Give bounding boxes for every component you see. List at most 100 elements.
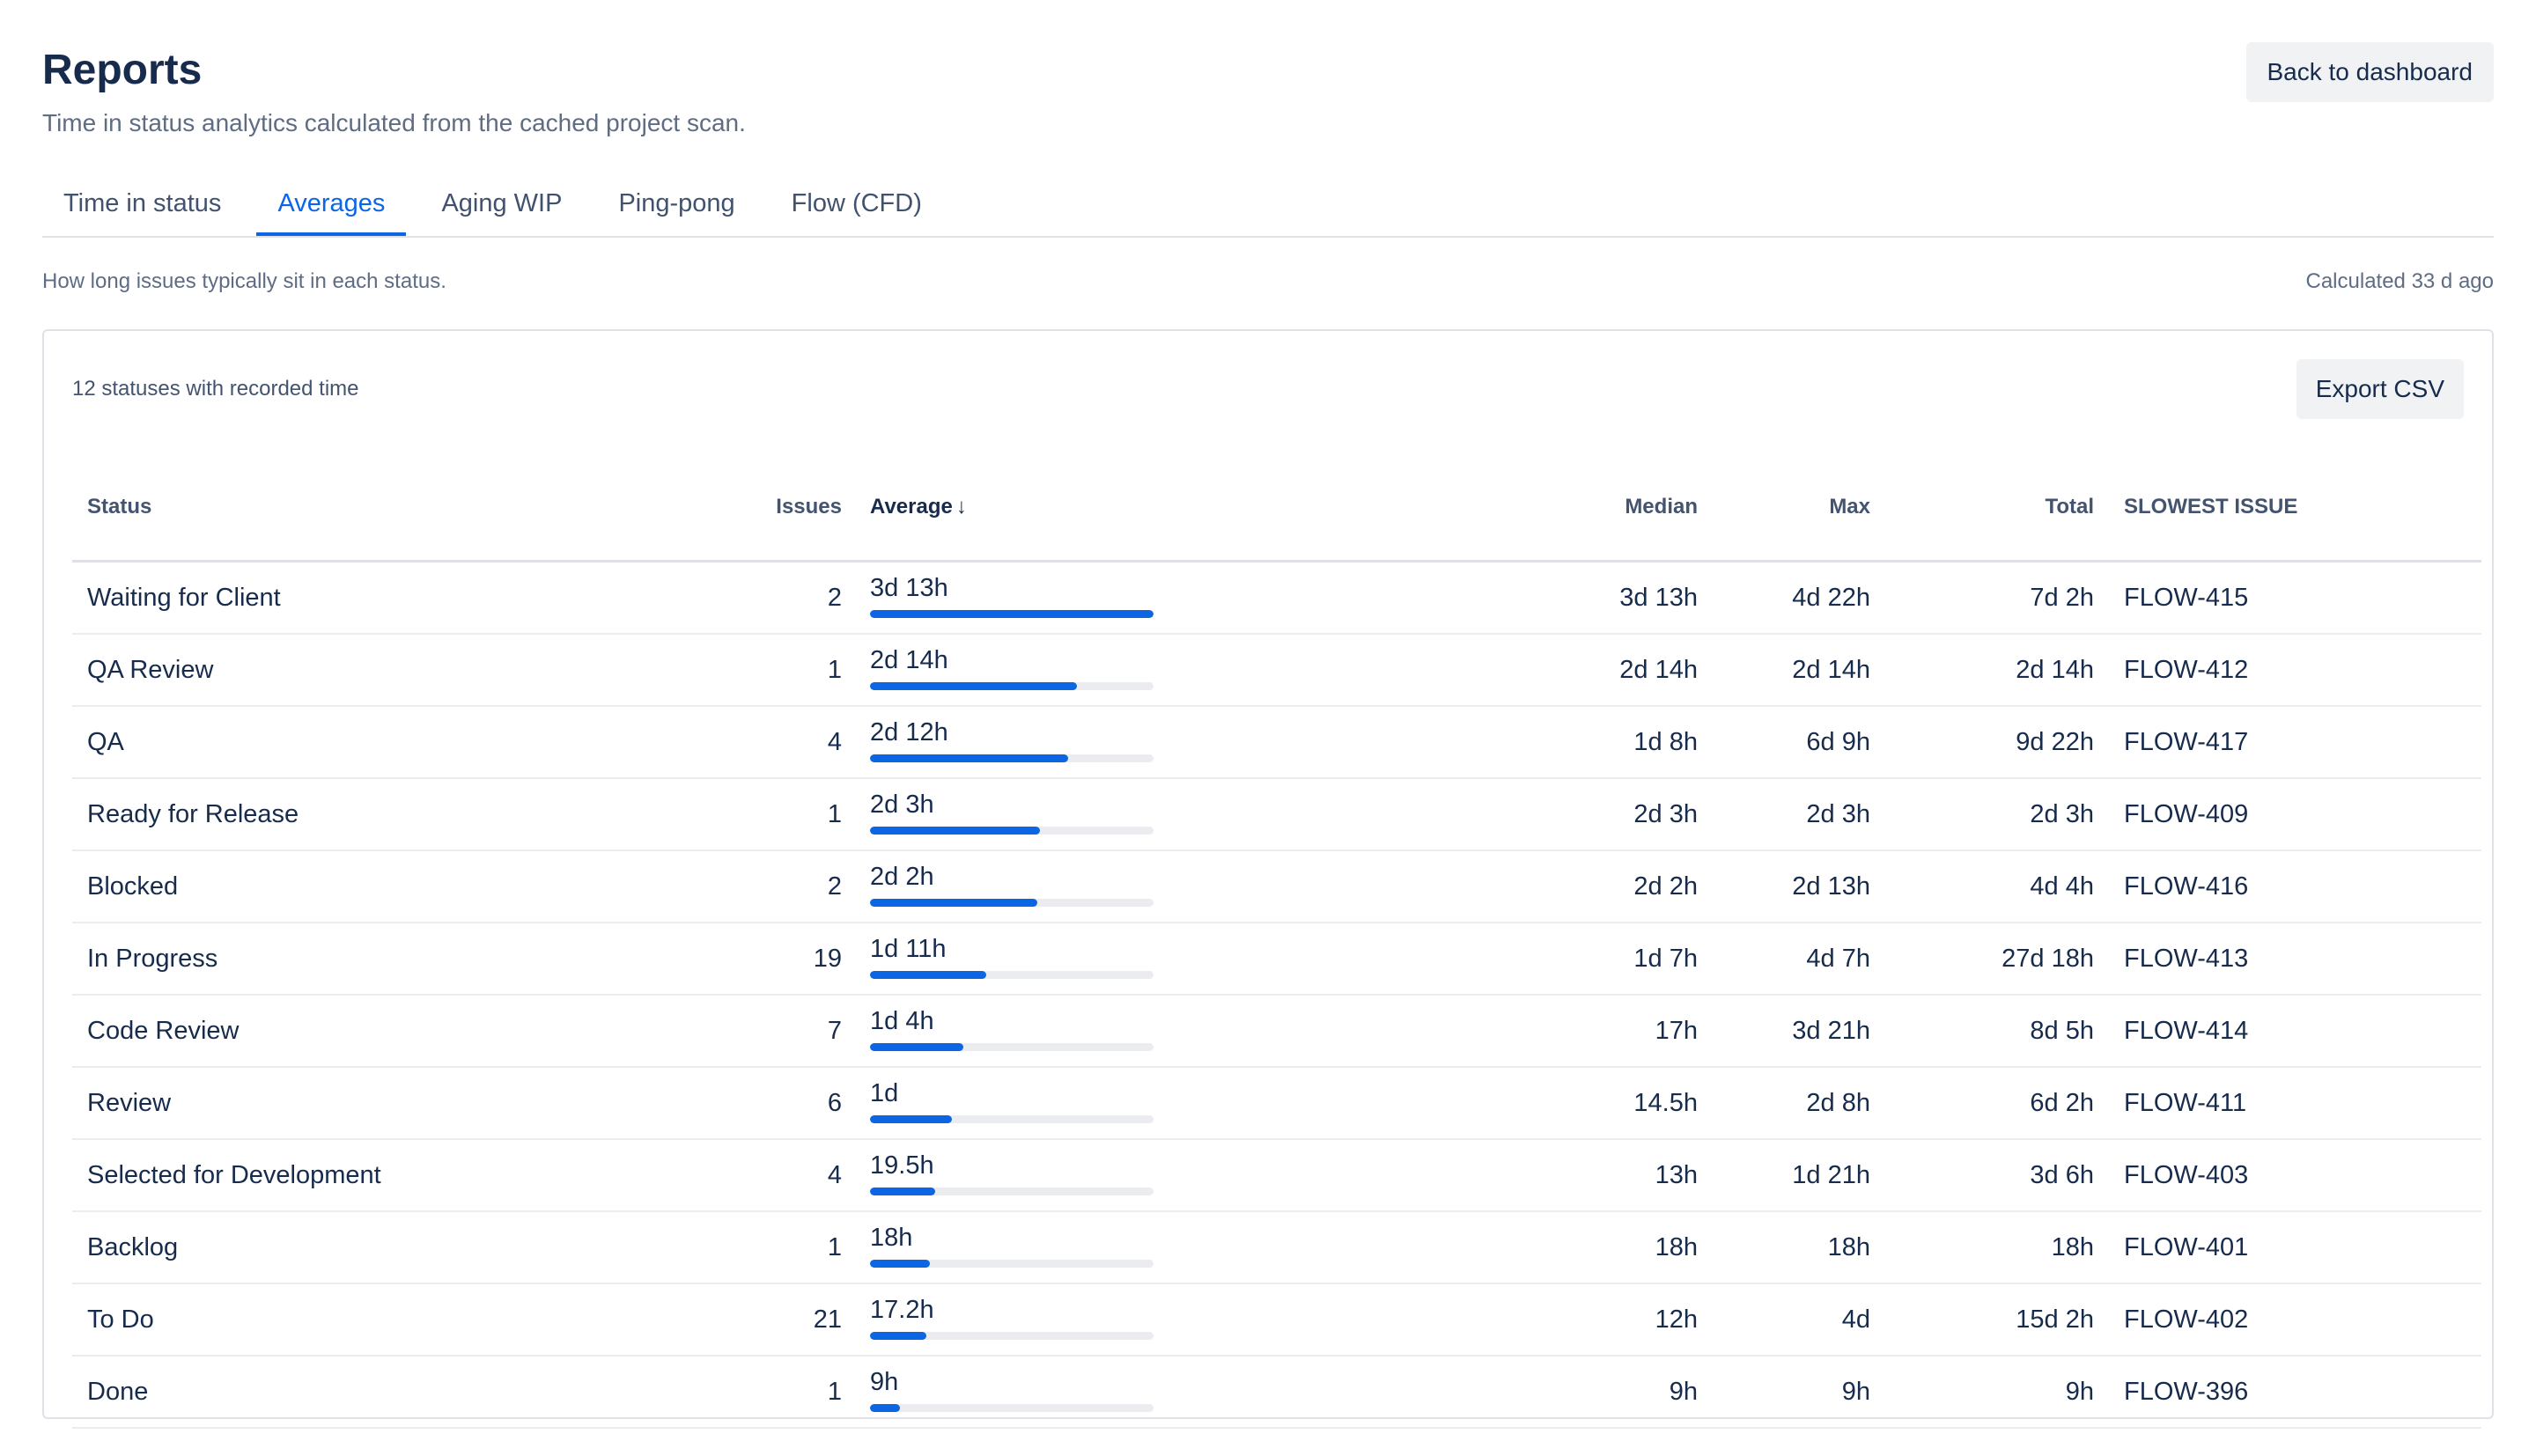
status-cell: Waiting for Client xyxy=(72,561,741,635)
table-row[interactable]: Backlog 1 18h 18h 18h 18h FLOW-401 xyxy=(72,1211,2481,1284)
average-bar-fill xyxy=(870,1187,936,1195)
status-cell: In Progress xyxy=(72,923,741,996)
max-cell: 4d 7h xyxy=(1698,923,1891,996)
slowest-issue-cell[interactable]: FLOW-417 xyxy=(2112,706,2481,779)
column-header-slowest-issue-label: SLOWEST ISSUE xyxy=(2124,495,2298,518)
table-row[interactable]: Selected for Development 4 19.5h 13h 1d 21h 3… xyxy=(72,1139,2481,1212)
tab-averages[interactable]: Averages xyxy=(256,173,407,236)
average-bar-fill xyxy=(870,1403,900,1412)
average-cell: 2d 14h xyxy=(842,634,1455,707)
median-cell: 2d 14h xyxy=(1455,634,1698,707)
column-header-status-label: Status xyxy=(87,495,152,518)
average-bar-track xyxy=(870,1331,1154,1340)
tab-time-in-status[interactable]: Time in status xyxy=(63,189,222,217)
slowest-issue-cell[interactable]: FLOW-402 xyxy=(2112,1283,2481,1357)
average-value: 1d 4h xyxy=(870,1006,934,1035)
table-row[interactable]: Blocked 2 2d 2h 2d 2h 2d 13h 4d 4h FLOW-416 xyxy=(72,850,2481,923)
average-cell: 1d 4h xyxy=(842,995,1455,1068)
column-header-status[interactable]: Status xyxy=(72,454,741,563)
average-value: 17.2h xyxy=(870,1295,934,1324)
status-count-caption: 12 statuses with recorded time xyxy=(72,377,359,401)
issues-cell: 2 xyxy=(741,850,842,923)
slowest-issue-cell[interactable]: FLOW-413 xyxy=(2112,923,2481,996)
average-bar-track xyxy=(870,1187,1154,1195)
column-header-issues[interactable]: Issues xyxy=(741,454,842,563)
column-header-max-label: Max xyxy=(1829,495,1870,518)
average-cell: 1d 11h xyxy=(842,923,1455,996)
max-cell: 1d 21h xyxy=(1698,1139,1891,1212)
average-bar-fill xyxy=(870,754,1069,762)
issues-cell: 7 xyxy=(741,995,842,1068)
table-row[interactable]: Review 6 1d 14.5h 2d 8h 6d 2h FLOW-411 xyxy=(72,1067,2481,1140)
median-cell: 18h xyxy=(1455,1211,1698,1284)
column-header-total[interactable]: Total xyxy=(1891,454,2112,563)
table-row[interactable]: Ready for Release 1 2d 3h 2d 3h 2d 3h 2d 3h FL… xyxy=(72,778,2481,851)
column-header-average[interactable]: Average ↓ xyxy=(842,454,1455,563)
page-title: Reports xyxy=(42,47,203,93)
status-cell: Selected for Development xyxy=(72,1139,741,1212)
page-header: Reports Time in status analytics calcula… xyxy=(42,42,2494,139)
total-cell: 7d 2h xyxy=(1891,561,2112,635)
average-bar-fill xyxy=(870,826,1041,835)
issues-cell: 6 xyxy=(741,1067,842,1140)
column-header-issues-label: Issues xyxy=(776,495,842,518)
status-cell: Backlog xyxy=(72,1211,741,1284)
average-value: 1d xyxy=(870,1078,899,1107)
average-cell: 18h xyxy=(842,1211,1455,1284)
slowest-issue-cell[interactable]: FLOW-396 xyxy=(2112,1356,2481,1429)
slowest-issue-cell[interactable]: FLOW-409 xyxy=(2112,778,2481,851)
max-cell: 2d 14h xyxy=(1698,634,1891,707)
slowest-issue-cell[interactable]: FLOW-415 xyxy=(2112,561,2481,635)
column-header-median[interactable]: Median xyxy=(1455,454,1698,563)
report-description: How long issues typically sit in each st… xyxy=(42,269,446,293)
average-bar-track xyxy=(870,1403,1154,1412)
slowest-issue-cell[interactable]: FLOW-412 xyxy=(2112,634,2481,707)
total-cell: 9h xyxy=(1891,1356,2112,1429)
column-header-slowest-issue[interactable]: SLOWEST ISSUE xyxy=(2112,454,2481,563)
export-csv-button[interactable]: Export CSV xyxy=(2296,359,2464,419)
back-to-dashboard-button[interactable]: Back to dashboard xyxy=(2245,42,2494,102)
slowest-issue-cell[interactable]: FLOW-403 xyxy=(2112,1139,2481,1212)
max-cell: 4d xyxy=(1698,1283,1891,1357)
average-value: 1d 11h xyxy=(870,934,947,963)
average-value: 3d 13h xyxy=(870,573,948,602)
column-header-max[interactable]: Max xyxy=(1698,454,1891,563)
average-cell: 17.2h xyxy=(842,1283,1455,1357)
table-row[interactable]: QA Review 1 2d 14h 2d 14h 2d 14h 2d 14h FLOW-4… xyxy=(72,634,2481,707)
column-header-average-label: Average xyxy=(870,495,953,518)
table-row[interactable]: In Progress 19 1d 11h 1d 7h 4d 7h 27d 18h FLOW… xyxy=(72,923,2481,996)
arrow-down-icon: ↓ xyxy=(955,495,967,518)
average-cell: 19.5h xyxy=(842,1139,1455,1212)
max-cell: 9h xyxy=(1698,1356,1891,1429)
average-cell: 2d 3h xyxy=(842,778,1455,851)
table-row[interactable]: QA 4 2d 12h 1d 8h 6d 9h 9d 22h FLOW-417 xyxy=(72,706,2481,779)
table-row[interactable]: Done 1 9h 9h 9h 9h FLOW-396 xyxy=(72,1356,2481,1429)
status-cell: Ready for Release xyxy=(72,778,741,851)
average-bar-track xyxy=(870,681,1154,690)
median-cell: 12h xyxy=(1455,1283,1698,1357)
table-row[interactable]: Code Review 7 1d 4h 17h 3d 21h 8d 5h FLOW-414 xyxy=(72,995,2481,1068)
issues-cell: 1 xyxy=(741,778,842,851)
total-cell: 27d 18h xyxy=(1891,923,2112,996)
average-bar-track xyxy=(870,754,1154,762)
table-row[interactable]: Waiting for Client 2 3d 13h 3d 13h 4d 22h 7d … xyxy=(72,561,2481,635)
tab-aging-wip[interactable]: Aging WIP xyxy=(441,189,563,217)
slowest-issue-cell[interactable]: FLOW-411 xyxy=(2112,1067,2481,1140)
table-row[interactable]: To Do 21 17.2h 12h 4d 15d 2h FLOW-402 xyxy=(72,1283,2481,1357)
max-cell: 6d 9h xyxy=(1698,706,1891,779)
tab-flow-cfd[interactable]: Flow (CFD) xyxy=(791,189,922,217)
slowest-issue-cell[interactable]: FLOW-401 xyxy=(2112,1211,2481,1284)
column-header-total-label: Total xyxy=(2045,495,2094,518)
median-cell: 17h xyxy=(1455,995,1698,1068)
tab-ping-pong[interactable]: Ping-pong xyxy=(618,189,735,217)
average-value: 19.5h xyxy=(870,1151,934,1180)
average-bar-track xyxy=(870,609,1154,618)
average-value: 2d 14h xyxy=(870,645,948,674)
average-value: 9h xyxy=(870,1367,899,1396)
slowest-issue-cell[interactable]: FLOW-414 xyxy=(2112,995,2481,1068)
slowest-issue-cell[interactable]: FLOW-416 xyxy=(2112,850,2481,923)
average-cell: 2d 12h xyxy=(842,706,1455,779)
average-bar-fill xyxy=(870,1331,927,1340)
total-cell: 9d 22h xyxy=(1891,706,2112,779)
total-cell: 2d 14h xyxy=(1891,634,2112,707)
